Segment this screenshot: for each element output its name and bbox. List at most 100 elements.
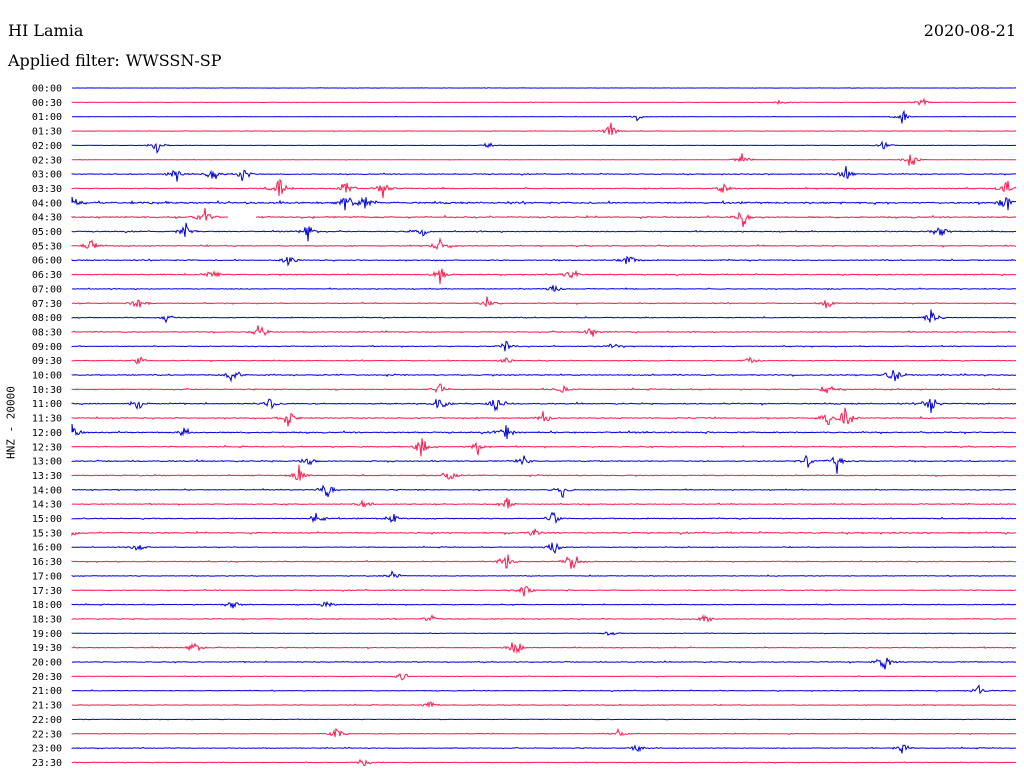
trace-row — [71, 586, 1016, 597]
trace-row — [71, 528, 1017, 537]
time-tick-label: 12:30 — [32, 442, 62, 453]
trace-row — [71, 97, 1017, 107]
time-tick-label: 22:00 — [32, 715, 62, 726]
time-tick-label: 07:00 — [32, 284, 62, 295]
time-tick-label: 18:00 — [32, 600, 62, 611]
time-tick-label: 00:00 — [32, 84, 62, 95]
time-tick-label: 21:30 — [32, 701, 62, 712]
trace-row — [71, 398, 1017, 413]
time-tick-label: 14:00 — [32, 485, 62, 496]
time-tick-label: 16:30 — [32, 557, 62, 568]
time-tick-label: 09:00 — [32, 342, 62, 353]
date-label: 2020-08-21 — [923, 21, 1016, 40]
trace-row — [72, 87, 1016, 89]
trace-row — [71, 325, 1017, 337]
trace-row — [71, 758, 1017, 767]
trace-row — [71, 631, 1017, 637]
time-tick-label: 05:30 — [32, 241, 62, 252]
time-tick-label: 15:30 — [32, 528, 62, 539]
time-tick-label: 08:00 — [32, 313, 62, 324]
filter-value: WWSSN-SP — [125, 51, 222, 70]
time-tick-label: 01:00 — [32, 112, 62, 123]
trace-row — [71, 309, 1017, 324]
trace-row — [71, 296, 1017, 309]
trace-row — [71, 718, 1017, 721]
trace-row — [71, 268, 1017, 285]
time-tick-label: 11:00 — [32, 399, 62, 410]
time-tick-label: 20:00 — [32, 658, 62, 669]
trace-row — [71, 370, 1017, 383]
trace-row — [71, 207, 1017, 228]
trace-row — [71, 255, 1017, 267]
filter-line: Applied filter: WWSSN-SP — [8, 51, 221, 70]
trace-row — [71, 237, 1017, 250]
time-tick-label: 17:00 — [32, 571, 62, 582]
trace-row — [71, 407, 1016, 427]
time-tick-label: 04:00 — [32, 198, 62, 209]
time-tick-label: 13:30 — [32, 471, 62, 482]
time-tick-label: 03:30 — [32, 184, 62, 195]
time-tick-label: 01:30 — [32, 127, 62, 138]
trace-row — [71, 383, 1016, 394]
trace-row — [71, 464, 1017, 481]
time-tick-label: 18:30 — [32, 614, 62, 625]
time-tick-label: 17:30 — [32, 586, 62, 597]
time-tick-label: 22:30 — [32, 729, 62, 740]
trace-row — [71, 554, 1016, 569]
time-tick-label: 05:00 — [32, 227, 62, 238]
time-tick-label: 00:30 — [32, 98, 62, 109]
time-tick-label: 14:30 — [32, 500, 62, 511]
time-tick-label: 10:00 — [32, 371, 62, 382]
time-tick-label: 20:30 — [32, 672, 62, 683]
station-title: HI Lamia — [8, 21, 84, 40]
trace-row — [71, 570, 1016, 578]
data-gap — [228, 210, 256, 225]
time-tick-label: 21:00 — [32, 686, 62, 697]
trace-row — [71, 178, 1017, 199]
time-tick-label: 08:30 — [32, 327, 62, 338]
trace-row — [71, 542, 1017, 554]
time-tick-label: 23:30 — [32, 758, 62, 769]
trace-row — [71, 684, 1017, 695]
trace-row — [71, 438, 1017, 457]
trace-row — [71, 140, 1016, 154]
time-tick-label: 02:30 — [32, 155, 62, 166]
filter-label: Applied filter: — [8, 51, 120, 70]
trace-row — [71, 284, 1017, 292]
time-tick-label: 07:30 — [32, 299, 62, 310]
time-tick-label: 19:30 — [32, 643, 62, 654]
trace-row — [72, 701, 1016, 709]
time-tick-label: 19:00 — [32, 629, 62, 640]
time-tick-label: 13:00 — [32, 457, 62, 468]
trace-row — [71, 153, 1016, 166]
trace-row — [71, 222, 1017, 242]
trace-row — [71, 424, 1017, 440]
time-tick-label: 06:30 — [32, 270, 62, 281]
time-tick-label: 23:00 — [32, 744, 62, 755]
time-tick-label: 11:30 — [32, 414, 62, 425]
time-tick-label: 15:00 — [32, 514, 62, 525]
time-tick-label: 06:00 — [32, 256, 62, 267]
trace-row — [71, 454, 1017, 474]
trace-row — [71, 484, 1017, 499]
trace-row — [71, 356, 1017, 365]
trace-row — [72, 497, 1017, 509]
trace-row — [71, 600, 1017, 609]
trace-row — [71, 642, 1017, 654]
time-tick-label: 03:00 — [32, 170, 62, 181]
trace-row — [71, 166, 1017, 182]
time-tick-label: 16:00 — [32, 543, 62, 554]
time-tick-label: 09:30 — [32, 356, 62, 367]
time-tick-label: 02:00 — [32, 141, 62, 152]
trace-row — [71, 727, 1017, 737]
time-tick-label: 10:30 — [32, 385, 62, 396]
trace-row — [71, 340, 1017, 352]
trace-row — [71, 196, 1017, 211]
trace-row — [71, 673, 1017, 681]
trace-row — [71, 109, 1016, 124]
time-tick-label: 12:00 — [32, 428, 62, 439]
trace-row — [71, 511, 1017, 525]
trace-row — [71, 744, 1016, 754]
trace-row — [71, 657, 1017, 670]
